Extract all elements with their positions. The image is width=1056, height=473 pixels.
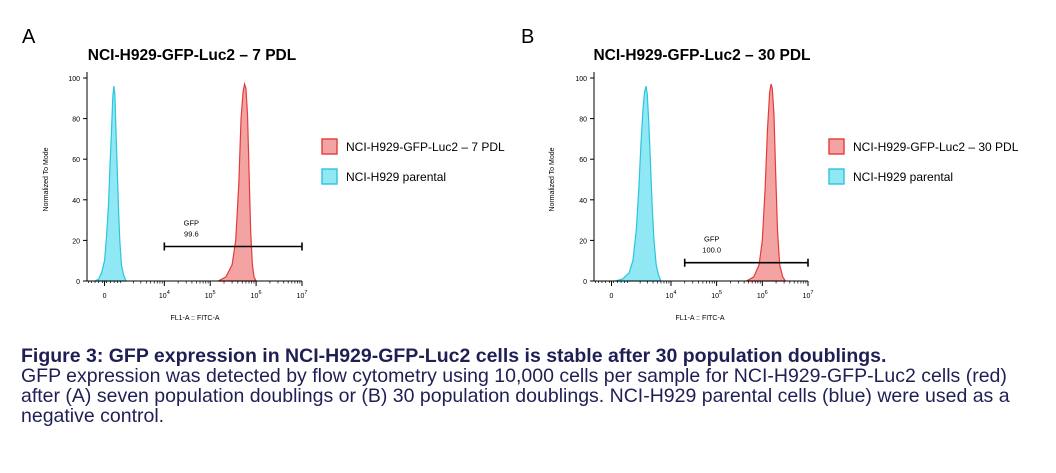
figure-charts: NCI-H929-GFP-Luc2 – 7 PDL 0 20 40 60 80 100 0 10… <box>43 47 1019 322</box>
x-tick-label: 106 <box>757 290 768 300</box>
chart-panel-b: NCI-H929-GFP-Luc2 – 30 PDL 0 20 40 60 80 100 0 1… <box>549 47 1019 322</box>
x-tick-label: 104 <box>666 290 677 300</box>
x-axis-label: FL1-A :: FITC-A <box>170 315 219 322</box>
y-tick-label: 20 <box>579 238 587 245</box>
y-tick-label: 0 <box>76 279 80 286</box>
legend-label-parental: NCI-H929 parental <box>853 170 953 184</box>
legend-label-gfp-luc2: NCI-H929-GFP-Luc2 – 30 PDL <box>853 140 1019 154</box>
histogram-gfp-luc2 <box>746 83 786 282</box>
legend-swatch-parental <box>321 168 338 185</box>
y-axis-label: Normalized To Mode <box>43 147 50 211</box>
x-tick-label: 104 <box>159 290 170 300</box>
x-tick-label: 105 <box>711 290 722 300</box>
y-tick-label: 100 <box>68 76 80 83</box>
x-tick-label: 107 <box>297 290 308 300</box>
chart-panel-a: NCI-H929-GFP-Luc2 – 7 PDL 0 20 40 60 80 100 0 10… <box>43 47 505 322</box>
legend-swatch-gfp-luc2 <box>828 138 845 155</box>
x-tick-label: 107 <box>803 290 814 300</box>
y-tick-label: 20 <box>72 238 80 245</box>
x-tick-label: 106 <box>251 290 262 300</box>
x-tick-label: 105 <box>205 290 216 300</box>
legend-swatch-gfp-luc2 <box>321 138 338 155</box>
legend-swatch-parental <box>828 168 845 185</box>
y-axis-label: Normalized To Mode <box>549 147 556 211</box>
y-tick-label: 60 <box>579 157 587 164</box>
chart-title: NCI-H929-GFP-Luc2 – 7 PDL <box>88 47 296 64</box>
y-tick-label: 100 <box>575 76 587 83</box>
gate-name: GFP <box>704 235 719 244</box>
legend-label-parental: NCI-H929 parental <box>346 170 446 184</box>
gate-name: GFP <box>184 218 199 227</box>
x-tick-label: 0 <box>103 293 107 300</box>
gate-value: 100.0 <box>702 246 721 255</box>
x-axis-label: FL1-A :: FITC-A <box>675 315 724 322</box>
x-tick-label: 0 <box>610 293 614 300</box>
y-tick-label: 40 <box>72 198 80 205</box>
caption-title: Figure 3: GFP expression in NCI-H929-GFP… <box>21 345 887 367</box>
gate-value: 99.6 <box>184 229 199 238</box>
histogram-parental <box>615 85 662 282</box>
caption-body: GFP expression was detected by flow cyto… <box>21 365 1010 427</box>
y-tick-label: 80 <box>579 117 587 124</box>
figure-caption: Figure 3: GFP expression in NCI-H929-GFP… <box>21 346 1051 426</box>
chart-title: NCI-H929-GFP-Luc2 – 30 PDL <box>593 47 810 64</box>
y-tick-label: 60 <box>72 157 80 164</box>
y-tick-label: 0 <box>583 279 587 286</box>
histogram-gfp-luc2 <box>217 81 258 282</box>
panel-letter-b: B <box>521 26 535 48</box>
y-tick-label: 40 <box>579 198 587 205</box>
legend-label-gfp-luc2: NCI-H929-GFP-Luc2 – 7 PDL <box>346 140 505 154</box>
histogram-parental <box>94 86 127 282</box>
y-tick-label: 80 <box>72 117 80 124</box>
panel-letter-a: A <box>22 26 36 48</box>
